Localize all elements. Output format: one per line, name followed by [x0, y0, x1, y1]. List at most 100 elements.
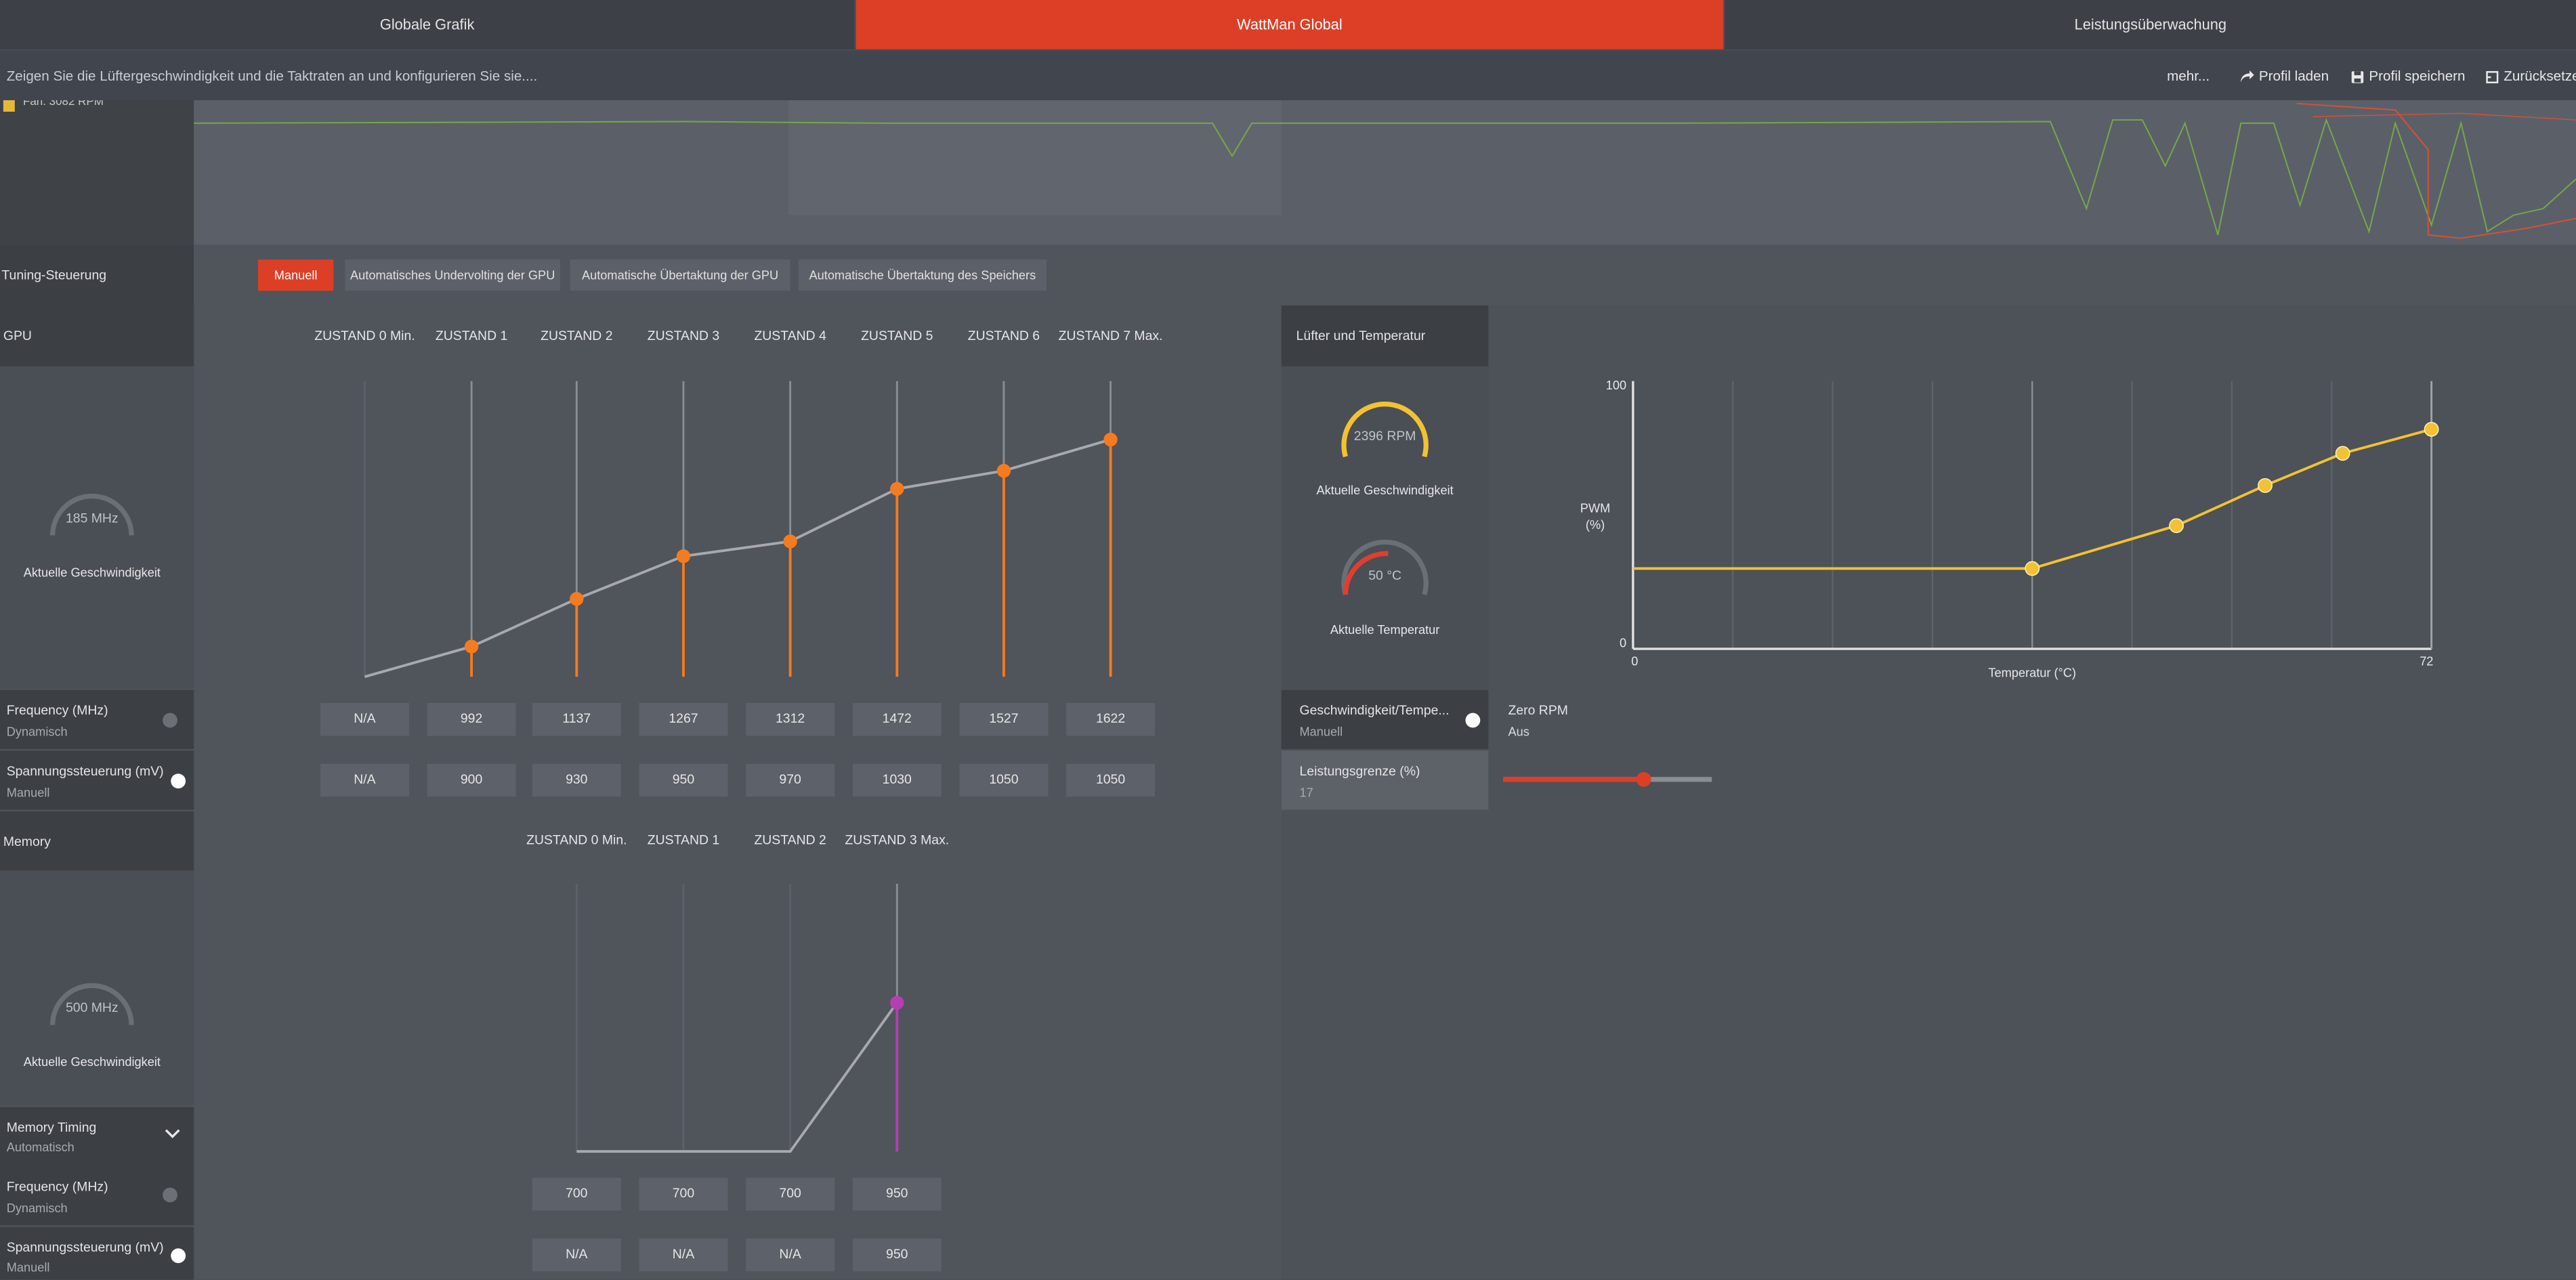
gpu-state-point-7[interactable]: [1103, 432, 1118, 447]
gpu-voltage-box-3[interactable]: 950: [639, 763, 728, 797]
memory-voltage-box-0[interactable]: N/A: [532, 1238, 621, 1272]
power-limit-slider-track[interactable]: [1503, 771, 1712, 787]
fan-curve-point-0[interactable]: [2025, 561, 2040, 576]
fan-speed-gauge-icon: [1341, 402, 1429, 458]
power-limit-value: 17: [1299, 785, 1313, 801]
gpu-frequency-box-1[interactable]: 992: [427, 703, 516, 736]
fan-y-tick-max: 100: [1606, 379, 1626, 392]
memory-frequency-toggle[interactable]: [163, 1187, 177, 1203]
gpu-voltage-box-2[interactable]: 930: [532, 763, 621, 797]
memory-state-chart[interactable]: [194, 870, 1282, 1166]
fan-area: [1281, 305, 2576, 1280]
tuning-label-cell: [0, 244, 194, 306]
fan-x-label: Temperatur (°C): [1988, 666, 2076, 679]
memory-voltage-box-2[interactable]: N/A: [746, 1238, 835, 1272]
tuning-mode-auto-undervolt-gpu[interactable]: Automatisches Undervolting der GPU: [345, 259, 561, 291]
tuning-mode-auto-overclock-memory[interactable]: Automatische Übertaktung des Speichers: [798, 259, 1047, 291]
fan-curve-point-2[interactable]: [2258, 477, 2273, 493]
fan-curve-point-3[interactable]: [2335, 446, 2350, 461]
more-link[interactable]: mehr...: [2167, 67, 2210, 84]
memory-frequency-cell: [0, 1166, 194, 1226]
gpu-voltage-label: Spannungssteuerung (mV): [6, 763, 164, 779]
power-limit-slider-thumb[interactable]: [1635, 771, 1651, 787]
gpu-frequency-label: Frequency (MHz): [6, 703, 108, 718]
speed-temp-toggle[interactable]: [1465, 712, 1481, 728]
memory-gauge-value: 500 MHz: [65, 1000, 119, 1015]
fan-curve-chart[interactable]: 100 00 72 PWM (%) Temperatur (°C): [1488, 366, 2576, 688]
reset-button[interactable]: Zurücksetzen: [2486, 51, 2576, 100]
chevron-down-icon[interactable]: [165, 1128, 181, 1140]
fan-curve-point-4[interactable]: [2424, 421, 2439, 437]
memory-voltage-box-3[interactable]: 950: [852, 1238, 942, 1272]
gpu-voltage-box-1[interactable]: 900: [427, 763, 516, 797]
gpu-state-header-3: ZUSTAND 3: [647, 328, 720, 343]
gpu-voltage-box-5[interactable]: 1030: [852, 763, 942, 797]
save-profile-button[interactable]: Profil speichern: [2351, 51, 2466, 100]
fan-y-label: PWM: [1580, 502, 1610, 515]
memory-state-header-1: ZUSTAND 1: [647, 832, 720, 848]
speed-temp-cell: [1281, 689, 1489, 749]
header-bar: Zeigen Sie die Lüftergeschwindigkeit und…: [0, 51, 2576, 100]
fan-x-tick-max: 72: [2420, 654, 2433, 668]
gpu-voltage-box-0[interactable]: N/A: [320, 763, 409, 797]
gpu-state-chart[interactable]: [194, 366, 1282, 688]
gpu-frequency-box-2[interactable]: 1137: [532, 703, 621, 736]
gpu-header-cell: [0, 305, 194, 366]
gpu-state-header-1: ZUSTAND 1: [435, 328, 508, 343]
gpu-frequency-box-7[interactable]: 1622: [1066, 703, 1156, 736]
memory-frequency-box-0[interactable]: 700: [532, 1178, 621, 1211]
memory-voltage-toggle[interactable]: [171, 1248, 186, 1264]
gpu-voltage-box-7[interactable]: 1050: [1066, 763, 1156, 797]
gpu-state-point-2[interactable]: [570, 592, 584, 606]
gpu-frequency-curve: [364, 438, 1112, 679]
fan-y-tick-min: 0: [1620, 637, 1626, 650]
gpu-frequency-box-0[interactable]: N/A: [320, 703, 409, 736]
fan-rpm-readout: Fan: 3082 RPM: [22, 100, 104, 109]
temperature-gauge-icon: [1341, 539, 1429, 596]
gpu-frequency-toggle[interactable]: [163, 712, 177, 728]
gpu-state-header-7: ZUSTAND 7 Max.: [1058, 328, 1163, 343]
checkbox-icon: [3, 100, 15, 112]
zero-rpm-value[interactable]: Aus: [1508, 724, 1529, 740]
fan-gauge-cell: [1281, 366, 1489, 689]
gpu-state-point-5[interactable]: [890, 482, 904, 496]
tuning-mode-auto-overclock-gpu[interactable]: Automatische Übertaktung der GPU: [570, 259, 790, 291]
speed-temp-mode: Manuell: [1299, 724, 1343, 740]
gpu-state-header-6: ZUSTAND 6: [967, 328, 1040, 343]
gpu-frequency-box-6[interactable]: 1527: [959, 703, 1049, 736]
gpu-voltage-box-6[interactable]: 1050: [959, 763, 1049, 797]
gpu-state-header-2: ZUSTAND 2: [541, 328, 613, 343]
load-profile-button[interactable]: Profil laden: [2239, 51, 2329, 100]
memory-frequency-box-3[interactable]: 950: [852, 1178, 942, 1211]
gpu-frequency-box-5[interactable]: 1472: [852, 703, 942, 736]
memory-timing-cell[interactable]: [0, 1107, 194, 1167]
gpu-gauge-cell: [0, 366, 194, 689]
gpu-voltage-box-4[interactable]: 970: [746, 763, 835, 797]
memory-voltage-mode: Manuell: [6, 1260, 50, 1275]
gpu-voltage-toggle[interactable]: [171, 773, 186, 789]
floppy-disk-icon: [2351, 70, 2364, 83]
fan-curve-point-1[interactable]: [2169, 518, 2184, 534]
gpu-section-label: GPU: [3, 328, 32, 343]
gpu-state-point-3[interactable]: [676, 549, 691, 563]
share-arrow-icon: [2241, 70, 2254, 83]
gpu-voltage-cell: [0, 750, 194, 810]
tab-wattman-global[interactable]: WattMan Global: [856, 0, 1724, 49]
memory-voltage-box-1[interactable]: N/A: [639, 1238, 728, 1272]
gpu-state-point-4[interactable]: [783, 534, 797, 549]
gpu-frequency-box-4[interactable]: 1312: [746, 703, 835, 736]
tab-globale-grafik[interactable]: Globale Grafik: [0, 0, 855, 49]
memory-frequency-box-1[interactable]: 700: [639, 1178, 728, 1211]
tab-leistungsueberwachung[interactable]: Leistungsüberwachung: [1725, 0, 2576, 49]
monitoring-strip: Fan: 3082 RPM: [0, 100, 2576, 245]
zero-rpm-label: Zero RPM: [1508, 703, 1568, 718]
memory-state-point-3[interactable]: [890, 996, 904, 1010]
tuning-mode-manuell[interactable]: Manuell: [257, 259, 334, 291]
gpu-frequency-box-3[interactable]: 1267: [639, 703, 728, 736]
memory-frequency-box-2[interactable]: 700: [746, 1178, 835, 1211]
gpu-state-point-6[interactable]: [996, 463, 1011, 478]
load-profile-label: Profil laden: [2258, 67, 2329, 84]
gpu-gauge-value: 185 MHz: [65, 511, 119, 526]
fan-header-cell: [1281, 305, 1489, 366]
gpu-state-point-1[interactable]: [464, 639, 479, 654]
